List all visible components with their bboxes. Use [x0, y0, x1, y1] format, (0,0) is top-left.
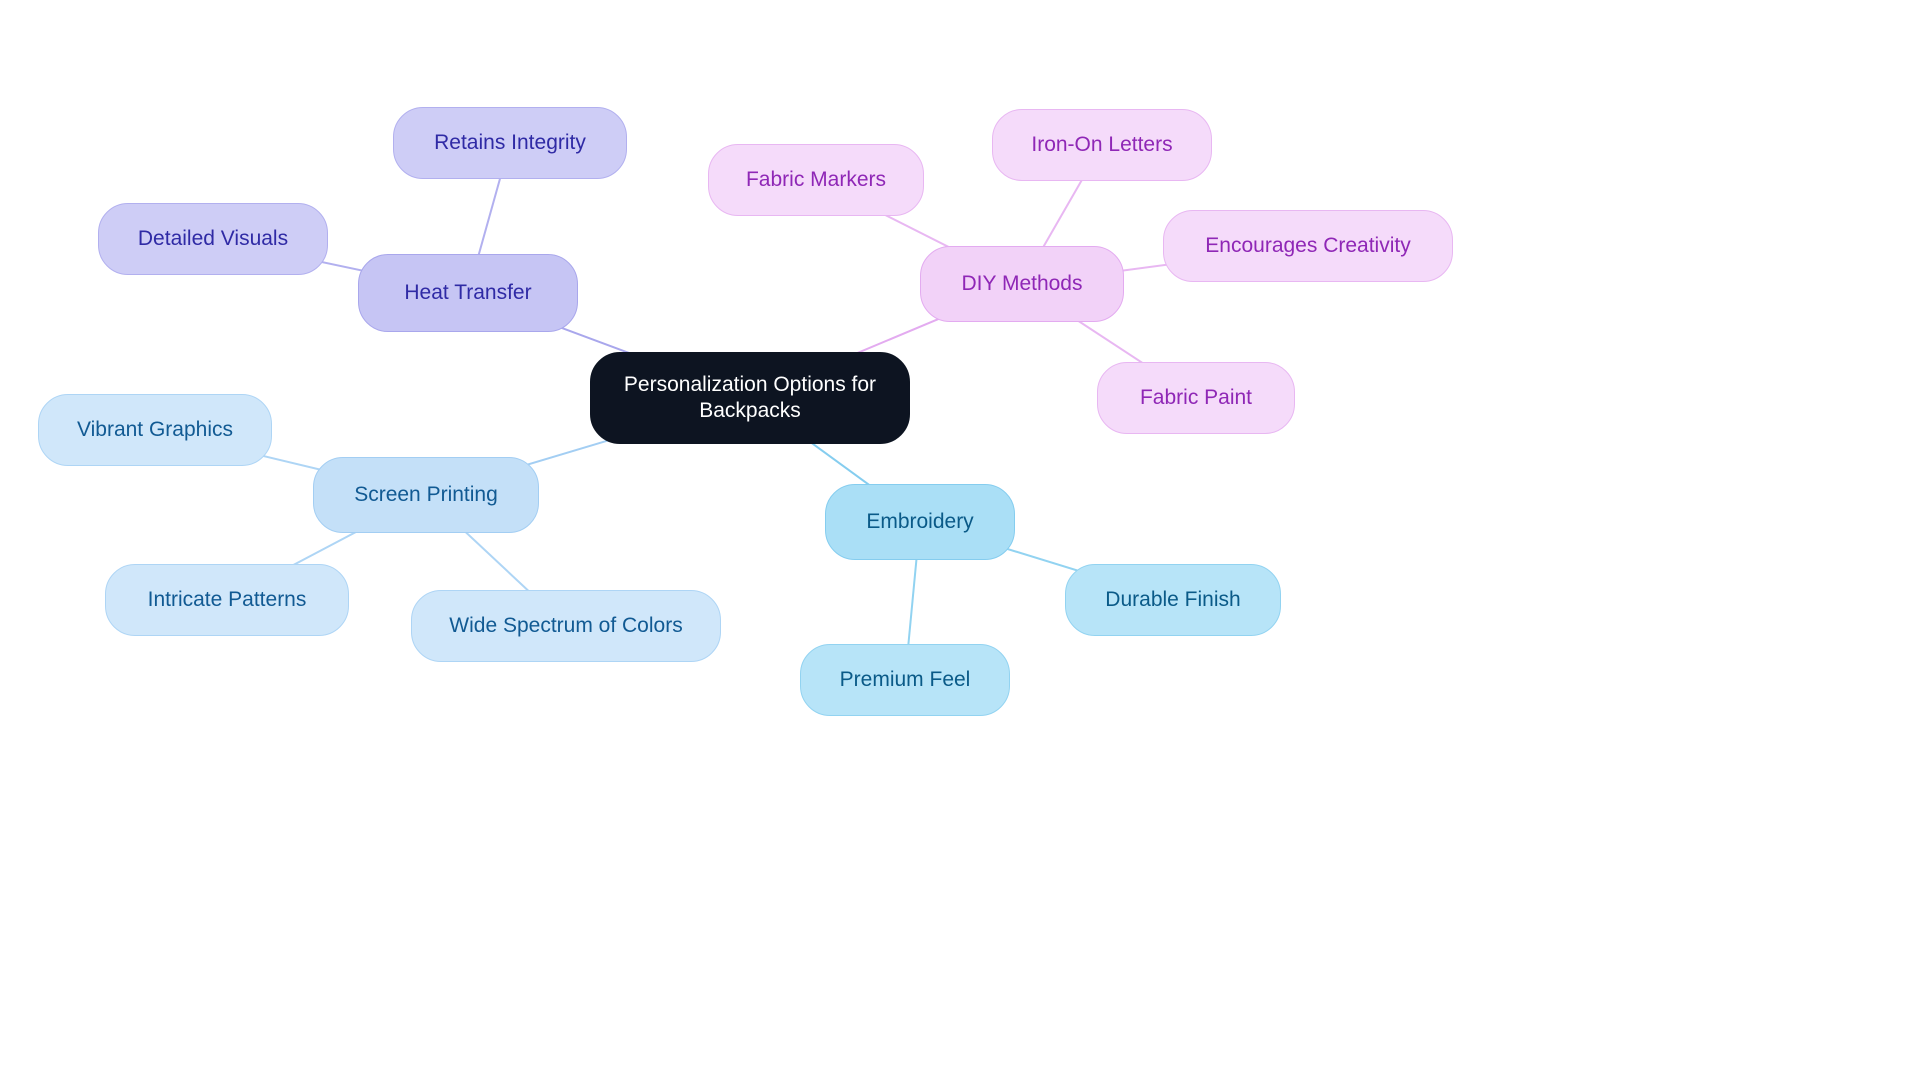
- node-label: Embroidery: [866, 509, 973, 535]
- node-root[interactable]: Personalization Options for Backpacks: [590, 352, 910, 444]
- node-heat-a[interactable]: Detailed Visuals: [98, 203, 328, 275]
- node-diy-a[interactable]: Fabric Markers: [708, 144, 924, 216]
- node-screen-a[interactable]: Vibrant Graphics: [38, 394, 272, 466]
- node-screen[interactable]: Screen Printing: [313, 457, 539, 533]
- node-label: DIY Methods: [961, 271, 1082, 297]
- node-diy[interactable]: DIY Methods: [920, 246, 1124, 322]
- node-diy-c[interactable]: Encourages Creativity: [1163, 210, 1453, 282]
- node-label: Personalization Options for Backpacks: [624, 372, 876, 425]
- node-emb-b[interactable]: Durable Finish: [1065, 564, 1281, 636]
- node-label: Retains Integrity: [434, 130, 586, 156]
- node-emb-a[interactable]: Premium Feel: [800, 644, 1010, 716]
- node-diy-b[interactable]: Iron-On Letters: [992, 109, 1212, 181]
- node-label: Wide Spectrum of Colors: [449, 613, 682, 639]
- node-heat[interactable]: Heat Transfer: [358, 254, 578, 332]
- node-diy-d[interactable]: Fabric Paint: [1097, 362, 1295, 434]
- mindmap-canvas: Personalization Options for Backpacks Hea…: [0, 0, 1920, 1083]
- node-label: Detailed Visuals: [138, 226, 288, 252]
- node-emb[interactable]: Embroidery: [825, 484, 1015, 560]
- node-heat-b[interactable]: Retains Integrity: [393, 107, 627, 179]
- node-label: Durable Finish: [1105, 587, 1240, 613]
- node-screen-b[interactable]: Intricate Patterns: [105, 564, 349, 636]
- node-label: Screen Printing: [354, 482, 498, 508]
- node-label: Encourages Creativity: [1205, 233, 1410, 259]
- node-screen-c[interactable]: Wide Spectrum of Colors: [411, 590, 721, 662]
- node-label: Fabric Markers: [746, 167, 886, 193]
- node-label: Fabric Paint: [1140, 385, 1252, 411]
- node-label: Iron-On Letters: [1031, 132, 1172, 158]
- node-label: Heat Transfer: [404, 280, 531, 306]
- node-label: Premium Feel: [840, 667, 971, 693]
- node-label: Intricate Patterns: [148, 587, 307, 613]
- node-label: Vibrant Graphics: [77, 417, 233, 443]
